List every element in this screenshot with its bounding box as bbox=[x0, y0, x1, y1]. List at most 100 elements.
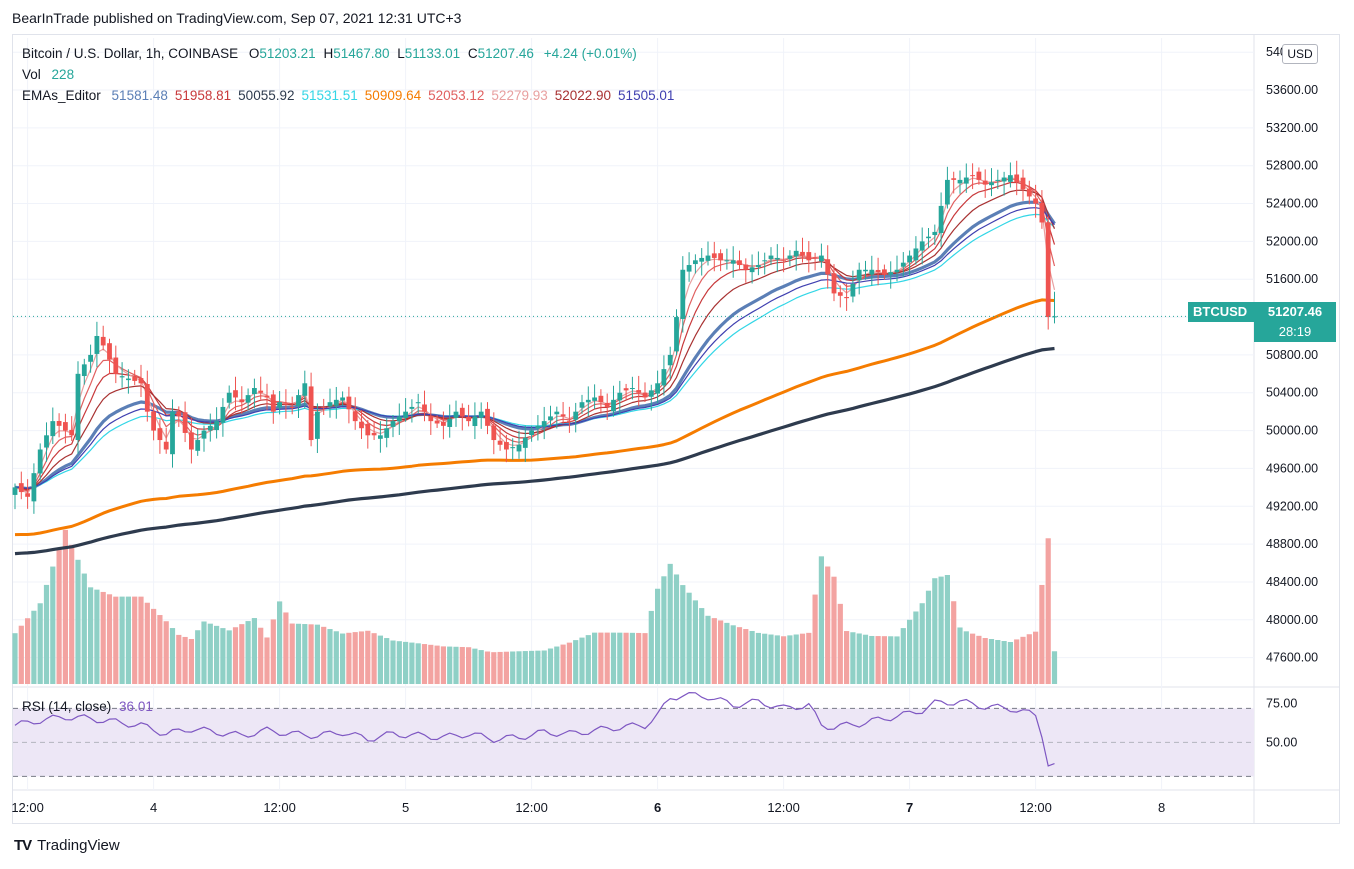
ema-label[interactable]: EMAs_Editor bbox=[22, 88, 101, 103]
volume-bar bbox=[409, 642, 415, 684]
volume-bar bbox=[1014, 639, 1020, 684]
tradingview-logo-icon[interactable]: TV bbox=[14, 837, 32, 854]
volume-bar bbox=[554, 646, 560, 684]
candle-body bbox=[390, 421, 396, 427]
candle-body bbox=[1001, 177, 1007, 182]
candle-body bbox=[699, 257, 705, 262]
candle-body bbox=[195, 440, 201, 451]
candle-body bbox=[648, 390, 654, 397]
open-label: O bbox=[248, 46, 260, 61]
candle-body bbox=[680, 269, 686, 319]
volume-bar bbox=[1033, 631, 1039, 684]
volume-bar bbox=[12, 633, 18, 684]
candle-body bbox=[573, 411, 579, 420]
candle-body bbox=[491, 425, 497, 441]
candle-body bbox=[585, 399, 591, 403]
candle-body bbox=[850, 283, 856, 297]
candle-body bbox=[12, 487, 18, 495]
volume-bar bbox=[207, 623, 213, 684]
candle-body bbox=[1014, 174, 1020, 183]
candle-body bbox=[522, 437, 528, 448]
last-symbol-tag: BTCUSD bbox=[1188, 302, 1254, 322]
ema-value: 52022.90 bbox=[554, 88, 612, 103]
candle-body bbox=[277, 402, 282, 408]
footer-brand[interactable]: TradingView bbox=[37, 837, 120, 854]
candle-body bbox=[239, 399, 245, 403]
volume-bar bbox=[1026, 634, 1032, 684]
candle-body bbox=[869, 269, 875, 275]
candle-body bbox=[592, 397, 597, 401]
price-tick-label: 49200.00 bbox=[1266, 499, 1318, 513]
ema-3-line bbox=[14, 176, 1056, 494]
close-value: 51207.46 bbox=[477, 46, 534, 61]
volume-bar bbox=[264, 637, 270, 684]
candle-body bbox=[226, 392, 232, 403]
candle-body bbox=[31, 473, 37, 502]
candle-body bbox=[466, 416, 471, 422]
candle-body bbox=[554, 411, 560, 415]
volume-bar bbox=[18, 625, 24, 684]
volume-bar bbox=[648, 610, 654, 684]
candle-body bbox=[176, 411, 182, 417]
volume-bar bbox=[352, 632, 358, 684]
volume-bar bbox=[799, 633, 806, 684]
candle-body bbox=[913, 248, 919, 261]
volume-bar bbox=[226, 630, 232, 684]
candle-body bbox=[1020, 177, 1026, 190]
low-label: L bbox=[397, 46, 405, 61]
volume-bar bbox=[176, 634, 182, 684]
ema-13-line bbox=[14, 189, 1056, 490]
volume-bar bbox=[415, 643, 421, 684]
candle-body bbox=[321, 406, 327, 408]
volume-bar bbox=[333, 631, 339, 684]
candle-body bbox=[409, 406, 415, 409]
volume-bar bbox=[88, 587, 94, 684]
candle-body bbox=[289, 406, 295, 408]
volume-bar bbox=[25, 618, 31, 684]
currency-button[interactable]: USD bbox=[1282, 44, 1318, 64]
candle-body bbox=[504, 442, 509, 450]
candle-body bbox=[100, 336, 106, 346]
volume-bar bbox=[510, 651, 516, 684]
volume-bar bbox=[50, 566, 56, 684]
volume-bar bbox=[434, 645, 440, 684]
symbol-name[interactable]: Bitcoin / U.S. Dollar, 1h, COINBASE bbox=[22, 46, 239, 61]
candle-body bbox=[378, 435, 383, 439]
time-tick-label: 6 bbox=[654, 800, 661, 815]
candle-body bbox=[995, 179, 1001, 181]
candle-body bbox=[567, 420, 572, 422]
time-tick-label: 5 bbox=[402, 800, 409, 815]
candle-body bbox=[144, 384, 150, 412]
price-tick-label: 52400.00 bbox=[1266, 197, 1318, 211]
candle-body bbox=[932, 231, 938, 236]
volume-bar bbox=[447, 646, 453, 684]
volume-bar bbox=[277, 601, 283, 684]
volume-bar bbox=[169, 628, 176, 684]
close-label: C bbox=[467, 46, 478, 61]
candle-body bbox=[951, 178, 957, 180]
volume-bar bbox=[195, 630, 201, 684]
price-tick-label: 50000.00 bbox=[1266, 424, 1318, 438]
vol-label[interactable]: Vol bbox=[22, 67, 41, 82]
rsi-label[interactable]: RSI (14, close) bbox=[22, 699, 112, 714]
volume-bar bbox=[75, 559, 81, 684]
candle-body bbox=[138, 378, 144, 384]
volume-bar bbox=[736, 627, 743, 684]
volume-bar bbox=[686, 592, 692, 684]
volume-bar bbox=[894, 636, 900, 684]
volume-bar bbox=[812, 594, 818, 684]
volume-bar bbox=[62, 529, 68, 684]
volume-bar bbox=[94, 589, 100, 684]
volume-bar bbox=[995, 640, 1001, 684]
volume-bar bbox=[346, 632, 352, 684]
last-price-tag: 51207.46 28:19 bbox=[1254, 302, 1336, 342]
candle-body bbox=[907, 255, 912, 263]
published-line: BearInTrade published on TradingView.com… bbox=[12, 10, 462, 26]
volume-bar bbox=[768, 634, 774, 684]
volume-bar bbox=[144, 602, 150, 684]
candle-body bbox=[302, 383, 308, 396]
candle-body bbox=[724, 260, 730, 262]
volume-bar bbox=[925, 590, 932, 684]
candle-body bbox=[781, 259, 786, 261]
